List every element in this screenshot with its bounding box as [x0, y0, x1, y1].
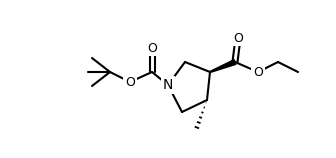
Text: O: O — [147, 42, 157, 55]
Polygon shape — [210, 60, 236, 73]
Text: N: N — [163, 78, 173, 92]
Text: O: O — [233, 31, 243, 45]
Text: O: O — [253, 66, 263, 79]
Text: O: O — [125, 76, 135, 88]
